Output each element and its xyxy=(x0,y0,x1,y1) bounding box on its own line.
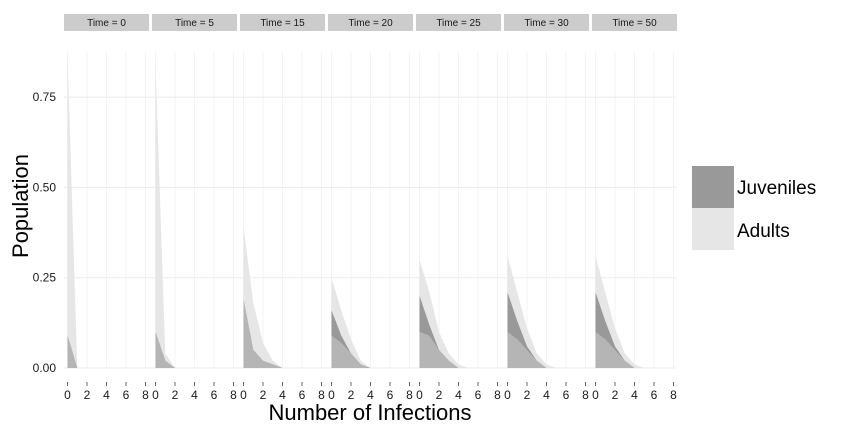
x-tick-label: 8 xyxy=(494,388,501,402)
area-overlap xyxy=(155,331,234,368)
x-tick-label: 6 xyxy=(211,388,218,402)
facet-panel xyxy=(331,277,410,368)
x-tick-label: 0 xyxy=(416,388,423,402)
y-axis: 0.00 0.25 0.50 0.75 xyxy=(33,90,57,375)
facet-strip xyxy=(240,14,325,31)
x-tick-label: 0 xyxy=(328,388,335,402)
facet-strip-label: Time = 0 xyxy=(87,18,126,29)
x-tick-label: 4 xyxy=(279,388,286,402)
area-overlap xyxy=(331,335,410,368)
facet-strip xyxy=(416,14,501,31)
facet-strip-label: Time = 20 xyxy=(348,18,393,29)
x-tick-label: 8 xyxy=(670,388,677,402)
x-tick-label: 4 xyxy=(543,388,550,402)
legend-swatch-adults xyxy=(692,208,734,250)
x-tick-label: 0 xyxy=(592,388,599,402)
facet-strips: Time = 0 Time = 5 Time = 15 Time = 20 Time =… xyxy=(64,14,677,31)
legend-label-juveniles: Juveniles xyxy=(737,178,816,199)
facet-panel xyxy=(155,64,234,368)
x-tick-label: 4 xyxy=(631,388,638,402)
area-overlap xyxy=(67,335,146,368)
facet-panels xyxy=(67,53,674,368)
facet-strip-label: Time = 25 xyxy=(436,18,481,29)
x-tick-label: 4 xyxy=(455,388,462,402)
legend: Juveniles Adults xyxy=(692,166,816,250)
area-adults xyxy=(507,256,586,368)
x-tick-label: 8 xyxy=(406,388,413,402)
facet-strip-label: Time = 30 xyxy=(524,18,569,29)
area-adults xyxy=(331,277,410,368)
x-tick-label: 6 xyxy=(123,388,130,402)
x-tick-label: 2 xyxy=(260,388,267,402)
area-overlap xyxy=(243,299,322,368)
area-adults xyxy=(419,259,498,368)
x-tick-label: 6 xyxy=(387,388,394,402)
x-tick-label: 2 xyxy=(348,388,355,402)
area-overlap xyxy=(507,331,586,368)
facet-panel xyxy=(419,259,498,368)
facet-panel xyxy=(243,227,322,368)
x-tick-label: 0 xyxy=(504,388,511,402)
area-adults xyxy=(155,64,234,368)
x-tick-label: 6 xyxy=(299,388,306,402)
facet-strip-label: Time = 50 xyxy=(612,18,657,29)
facet-strip xyxy=(592,14,677,31)
area-juveniles xyxy=(595,292,674,368)
y-tick-label: 0.50 xyxy=(33,180,57,194)
legend-swatch-juveniles xyxy=(692,166,734,208)
x-tick-label: 6 xyxy=(651,388,658,402)
x-tick-label: 0 xyxy=(240,388,247,402)
x-tick-label: 8 xyxy=(318,388,325,402)
area-juveniles xyxy=(507,292,586,368)
x-tick-label: 8 xyxy=(582,388,589,402)
x-tick-label: 4 xyxy=(103,388,110,402)
facet-strip-label: Time = 15 xyxy=(260,18,305,29)
y-tick-label: 0.00 xyxy=(33,361,57,375)
area-overlap xyxy=(419,331,498,368)
y-tick-label: 0.75 xyxy=(33,90,57,104)
y-tick-label: 0.25 xyxy=(33,271,57,285)
facet-panel xyxy=(507,256,586,368)
y-axis-title: Population xyxy=(8,154,33,258)
area-adults xyxy=(595,256,674,368)
x-tick-label: 6 xyxy=(475,388,482,402)
x-tick-label: 2 xyxy=(172,388,179,402)
x-tick-label: 8 xyxy=(142,388,149,402)
facet-strip xyxy=(64,14,149,31)
x-tick-label: 4 xyxy=(191,388,198,402)
x-tick-label: 4 xyxy=(367,388,374,402)
facet-strip xyxy=(504,14,589,31)
x-tick-label: 2 xyxy=(436,388,443,402)
x-axis-title: Number of Infections xyxy=(269,400,472,425)
facet-strip xyxy=(152,14,237,31)
x-tick-label: 0 xyxy=(64,388,71,402)
facet-panel xyxy=(595,256,674,368)
gridlines xyxy=(64,52,677,369)
legend-label-adults: Adults xyxy=(737,221,790,242)
facet-strip xyxy=(328,14,413,31)
x-tick-label: 8 xyxy=(230,388,237,402)
facet-strip-label: Time = 5 xyxy=(175,18,214,29)
area-overlap xyxy=(595,331,674,368)
x-tick-label: 2 xyxy=(84,388,91,402)
x-tick-label: 6 xyxy=(563,388,570,402)
area-adults xyxy=(67,53,146,368)
x-tick-label: 2 xyxy=(612,388,619,402)
x-tick-label: 2 xyxy=(524,388,531,402)
x-tick-label: 0 xyxy=(152,388,159,402)
facet-panel xyxy=(67,53,146,368)
